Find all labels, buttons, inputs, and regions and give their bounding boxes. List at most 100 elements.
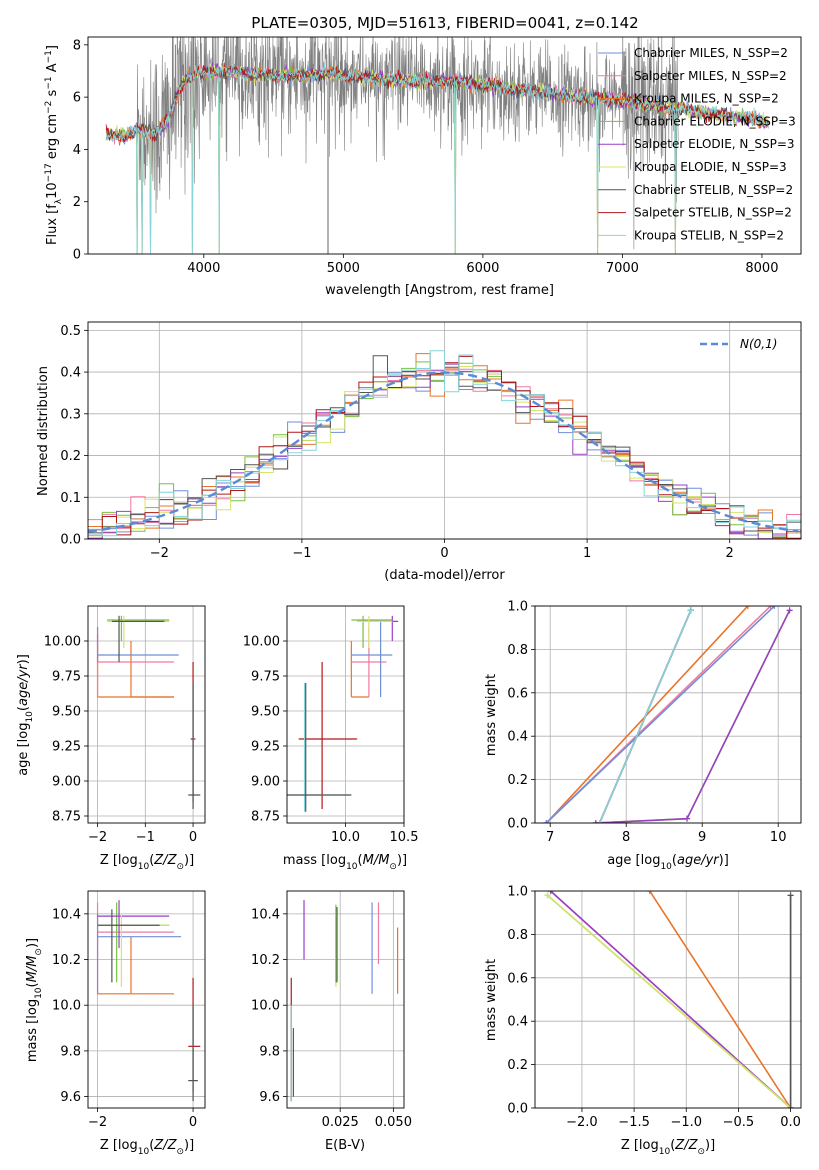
y-tick-label: 8.75 — [251, 810, 280, 825]
x-tick-label: 10.5 — [390, 830, 419, 845]
x-tick-label: −2 — [150, 546, 169, 561]
y-tick-label: 8.75 — [52, 810, 81, 825]
x-tick-label: −2 — [88, 830, 107, 845]
errorbar-chabrier-elodie — [107, 615, 170, 641]
weight-marker — [787, 1105, 794, 1108]
y-tick-label: 10.00 — [44, 635, 81, 650]
y-tick-label: 0.3 — [60, 407, 81, 422]
x-axis-label: Z [log10(Z/Z⊙)] — [100, 1138, 194, 1157]
y-tick-label: 0.1 — [60, 491, 81, 506]
axes-frame — [286, 890, 405, 1109]
weight-marker — [687, 607, 694, 614]
axes-frame — [87, 36, 802, 255]
gridlines — [88, 891, 205, 1108]
y-tick-label: 0.4 — [507, 1015, 528, 1030]
x-axis-label: wavelength [Angstrom, rest frame] — [325, 283, 554, 298]
weight-marker — [596, 820, 603, 823]
x-tick-label: 0.025 — [322, 1115, 359, 1130]
y-axis-label: mass [log10(M/M⊙)] — [25, 938, 44, 1062]
x-tick-label: 10.0 — [331, 830, 360, 845]
errorbar-kroupa-miles — [97, 936, 174, 995]
age-vs-mass-panel: 10.0 10.5 8.75 9.00 9.25 9.50 9.75 10.00 mass [l… — [243, 605, 419, 872]
legend-entry: Kroupa MILES, N_SSP=2 — [634, 92, 779, 106]
axes-frame — [87, 605, 206, 824]
errorbar-salpeter-stelib — [298, 662, 358, 809]
axes-frame — [534, 605, 802, 824]
legend-entry: Salpeter STELIB, N_SSP=2 — [634, 206, 792, 220]
y-tick-label: 0.4 — [60, 366, 81, 381]
x-axis-label: E(B-V) — [325, 1138, 365, 1153]
errorbar-kroupa-stelib — [287, 683, 352, 812]
x-axis-label: Z [log10(Z/Z⊙)] — [621, 1138, 715, 1157]
errorbar-kroupa-miles-2 — [130, 641, 174, 698]
x-tick-label: 8000 — [745, 261, 778, 276]
y-tick-label: 9.50 — [52, 705, 81, 720]
plot-area — [290, 900, 399, 1102]
y-tick-label: 0.0 — [507, 1102, 528, 1117]
normal-distribution-curve — [88, 371, 799, 533]
axes-frame — [87, 321, 802, 540]
y-tick-label: 9.00 — [52, 775, 81, 790]
x-tick-label: 8 — [622, 830, 630, 845]
x-tick-label: −1 — [136, 830, 155, 845]
y-tick-label: 0.2 — [60, 449, 81, 464]
axes-frame — [286, 605, 405, 824]
y-tick-label: 0.6 — [507, 686, 528, 701]
x-tick-label: 2 — [726, 546, 734, 561]
x-tick-label: 0 — [189, 830, 197, 845]
y-tick-label: 10.4 — [251, 907, 280, 922]
errorbar-chabrier-miles — [96, 627, 179, 662]
weight-marker — [684, 815, 690, 822]
x-tick-label: −0.5 — [723, 1115, 755, 1130]
x-tick-label: 0 — [189, 1115, 197, 1130]
weight-marker — [786, 607, 793, 614]
x-tick-label: 0.0 — [780, 1115, 801, 1130]
gridlines — [535, 890, 801, 1109]
errorbar-chabrier-elodie — [351, 615, 393, 648]
figure-title: PLATE=0305, MJD=51613, FIBERID=0041, z=0… — [251, 14, 638, 32]
weight-line-chabrier-elodie — [595, 609, 791, 823]
errorbar-chabrier-stelib-2 — [188, 683, 201, 809]
y-tick-label: 10.2 — [251, 953, 280, 968]
gridlines — [535, 605, 801, 824]
age-vs-metallicity-panel: −2 −1 0 8.75 9.00 9.25 9.50 9.75 10.00 Z [log10(Z… — [16, 605, 206, 872]
weight-marker — [767, 606, 774, 609]
weight-line-kroupa-stelib — [598, 609, 692, 823]
y-tick-label: 0.5 — [60, 324, 81, 339]
weight-line-salpeter-elodie — [595, 609, 791, 823]
legend-entry: Chabrier STELIB, N_SSP=2 — [634, 183, 793, 197]
observed-spectrum — [136, 37, 679, 254]
errorbar-chabrier-stelib — [287, 683, 352, 812]
errorbar-salpeter-elodie — [97, 900, 170, 949]
y-axis-label: age [log10(age/yr)] — [16, 654, 35, 776]
legend-entry: Kroupa STELIB, N_SSP=2 — [634, 228, 784, 242]
y-tick-label: 0 — [73, 248, 81, 263]
x-tick-label: 6000 — [466, 261, 499, 276]
y-tick-label: 9.8 — [60, 1044, 81, 1059]
legend-entry: Salpeter MILES, N_SSP=2 — [634, 69, 787, 83]
y-tick-label: 0.4 — [507, 730, 528, 745]
weight-line-chabrier-miles — [545, 606, 775, 823]
errorbar-chabrier-elodie — [97, 902, 170, 983]
x-tick-label: 0.050 — [375, 1115, 412, 1130]
y-tick-label: 0.6 — [507, 971, 528, 986]
plot-area — [105, 37, 769, 254]
weight-line-kroupa-elodie — [546, 894, 792, 1108]
weight-line-salpeter-elodie — [550, 891, 792, 1108]
y-tick-label: 0.0 — [507, 817, 528, 832]
gridlines — [88, 606, 205, 823]
gridlines — [287, 891, 404, 1108]
x-axis-label: age [log10(age/yr)] — [607, 853, 729, 872]
y-tick-label: 9.50 — [251, 705, 280, 720]
residual-histogram-panel: −2 −1 0 1 2 0.0 0.1 0.2 0.3 0.4 0.5 (data-model)/er… — [36, 321, 802, 583]
x-axis-label: (data-model)/error — [384, 568, 505, 583]
x-tick-label: −1 — [292, 546, 311, 561]
x-tick-label: −2.0 — [566, 1115, 598, 1130]
y-tick-label: 9.00 — [251, 775, 280, 790]
plot-area — [544, 891, 794, 1108]
errorbar-chabrier-stelib — [111, 615, 165, 662]
y-tick-label: 2 — [73, 195, 81, 210]
x-tick-label: −1.5 — [618, 1115, 650, 1130]
weight-line-kroupa-elodie — [595, 609, 791, 823]
